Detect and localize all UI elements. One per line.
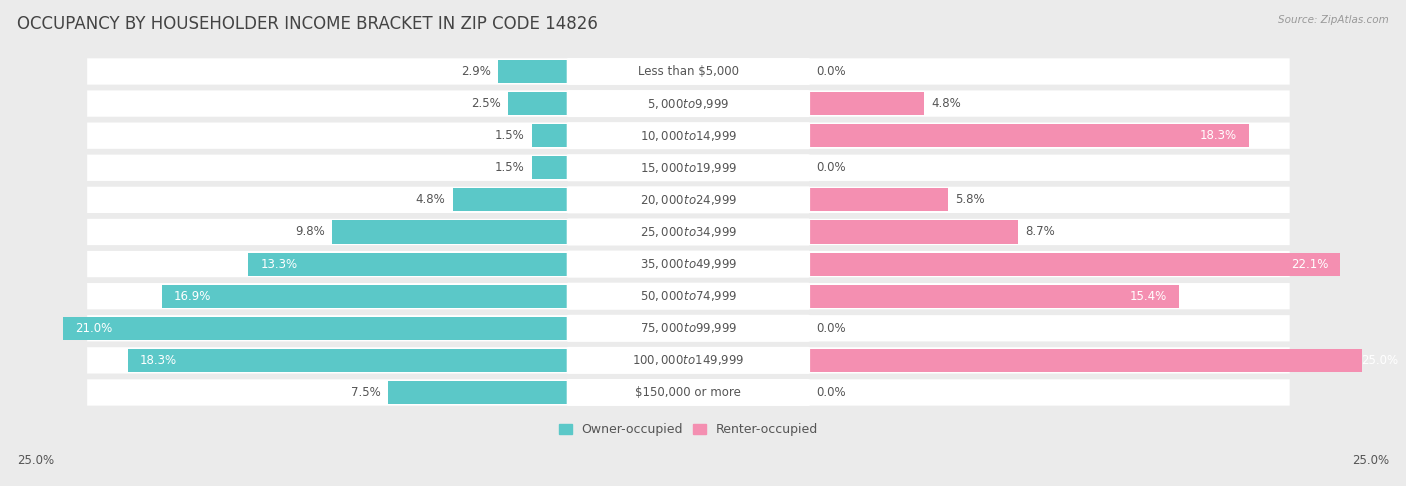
Text: 0.0%: 0.0% [815,322,845,335]
Text: 13.3%: 13.3% [260,258,298,271]
Bar [531,156,568,179]
FancyBboxPatch shape [567,251,810,278]
Bar [808,253,1340,276]
Text: 15.4%: 15.4% [1130,290,1167,303]
FancyBboxPatch shape [567,187,810,213]
Text: $25,000 to $34,999: $25,000 to $34,999 [640,225,737,239]
Text: 0.0%: 0.0% [815,161,845,174]
Text: 18.3%: 18.3% [1199,129,1237,142]
Bar [808,349,1406,372]
Bar [808,221,1018,243]
Bar [388,381,568,404]
Text: 16.9%: 16.9% [174,290,211,303]
FancyBboxPatch shape [567,315,810,342]
Text: 18.3%: 18.3% [141,354,177,367]
Text: 22.1%: 22.1% [1291,258,1329,271]
FancyBboxPatch shape [567,154,810,181]
Text: $20,000 to $24,999: $20,000 to $24,999 [640,193,737,207]
Bar [63,317,568,340]
Text: 0.0%: 0.0% [815,386,845,399]
Text: 25.0%: 25.0% [1361,354,1398,367]
FancyBboxPatch shape [87,379,1289,406]
Text: $5,000 to $9,999: $5,000 to $9,999 [647,97,730,111]
FancyBboxPatch shape [87,219,1289,245]
Text: Source: ZipAtlas.com: Source: ZipAtlas.com [1278,15,1389,25]
Text: OCCUPANCY BY HOUSEHOLDER INCOME BRACKET IN ZIP CODE 14826: OCCUPANCY BY HOUSEHOLDER INCOME BRACKET … [17,15,598,33]
FancyBboxPatch shape [87,187,1289,213]
Bar [332,221,568,243]
Text: 4.8%: 4.8% [416,193,446,207]
Bar [808,285,1180,308]
FancyBboxPatch shape [87,58,1289,85]
Text: 21.0%: 21.0% [75,322,112,335]
Bar [508,92,568,115]
Text: 0.0%: 0.0% [815,65,845,78]
Text: Less than $5,000: Less than $5,000 [638,65,740,78]
FancyBboxPatch shape [567,90,810,117]
Text: $75,000 to $99,999: $75,000 to $99,999 [640,321,737,335]
FancyBboxPatch shape [87,283,1289,309]
Text: 8.7%: 8.7% [1025,226,1054,239]
Bar [808,124,1249,147]
Text: 9.8%: 9.8% [295,226,325,239]
Bar [162,285,568,308]
FancyBboxPatch shape [87,122,1289,149]
FancyBboxPatch shape [567,283,810,310]
Text: 1.5%: 1.5% [495,161,524,174]
FancyBboxPatch shape [87,90,1289,117]
FancyBboxPatch shape [87,155,1289,181]
FancyBboxPatch shape [567,379,810,406]
Text: 25.0%: 25.0% [1353,453,1389,467]
Bar [531,124,568,147]
Legend: Owner-occupied, Renter-occupied: Owner-occupied, Renter-occupied [554,418,823,441]
FancyBboxPatch shape [567,58,810,85]
FancyBboxPatch shape [567,347,810,374]
Text: $150,000 or more: $150,000 or more [636,386,741,399]
Bar [128,349,568,372]
FancyBboxPatch shape [567,219,810,245]
Text: $35,000 to $49,999: $35,000 to $49,999 [640,257,737,271]
FancyBboxPatch shape [87,315,1289,342]
Text: 25.0%: 25.0% [17,453,53,467]
FancyBboxPatch shape [567,122,810,149]
Text: 4.8%: 4.8% [931,97,962,110]
Text: $50,000 to $74,999: $50,000 to $74,999 [640,289,737,303]
Text: 7.5%: 7.5% [352,386,381,399]
Text: $100,000 to $149,999: $100,000 to $149,999 [633,353,745,367]
Bar [808,189,948,211]
Text: 1.5%: 1.5% [495,129,524,142]
FancyBboxPatch shape [87,347,1289,374]
Text: $10,000 to $14,999: $10,000 to $14,999 [640,129,737,143]
Text: 2.9%: 2.9% [461,65,491,78]
FancyBboxPatch shape [87,251,1289,277]
Text: $15,000 to $19,999: $15,000 to $19,999 [640,161,737,175]
Bar [453,189,568,211]
Bar [808,92,924,115]
Text: 5.8%: 5.8% [955,193,986,207]
Bar [249,253,568,276]
Bar [498,60,568,83]
Text: 2.5%: 2.5% [471,97,501,110]
